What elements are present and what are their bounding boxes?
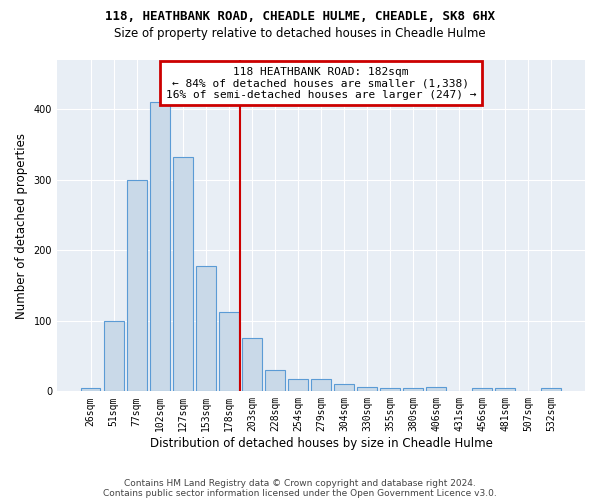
- Bar: [242, 338, 262, 392]
- Bar: [334, 384, 354, 392]
- Bar: [150, 102, 170, 392]
- Text: Contains HM Land Registry data © Crown copyright and database right 2024.: Contains HM Land Registry data © Crown c…: [124, 478, 476, 488]
- Bar: [357, 387, 377, 392]
- Bar: [426, 387, 446, 392]
- Bar: [288, 378, 308, 392]
- Bar: [104, 321, 124, 392]
- Y-axis label: Number of detached properties: Number of detached properties: [15, 132, 28, 318]
- Bar: [541, 388, 561, 392]
- Bar: [173, 156, 193, 392]
- Text: Contains public sector information licensed under the Open Government Licence v3: Contains public sector information licen…: [103, 488, 497, 498]
- Bar: [403, 388, 423, 392]
- Text: 118 HEATHBANK ROAD: 182sqm
← 84% of detached houses are smaller (1,338)
16% of s: 118 HEATHBANK ROAD: 182sqm ← 84% of deta…: [166, 66, 476, 100]
- Bar: [127, 180, 146, 392]
- Bar: [380, 388, 400, 392]
- Bar: [265, 370, 284, 392]
- Bar: [81, 388, 100, 392]
- Bar: [496, 388, 515, 392]
- Text: Size of property relative to detached houses in Cheadle Hulme: Size of property relative to detached ho…: [114, 28, 486, 40]
- Bar: [311, 378, 331, 392]
- Text: 118, HEATHBANK ROAD, CHEADLE HULME, CHEADLE, SK8 6HX: 118, HEATHBANK ROAD, CHEADLE HULME, CHEA…: [105, 10, 495, 23]
- X-axis label: Distribution of detached houses by size in Cheadle Hulme: Distribution of detached houses by size …: [149, 437, 493, 450]
- Bar: [196, 266, 215, 392]
- Bar: [219, 312, 239, 392]
- Bar: [472, 388, 492, 392]
